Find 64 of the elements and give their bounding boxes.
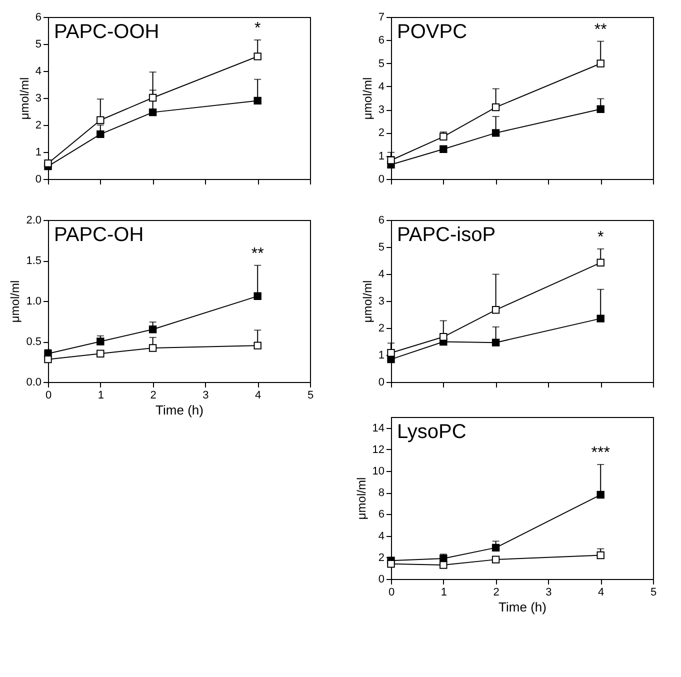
y-tick-label: 0 — [35, 174, 42, 186]
y-tick-label: 6 — [35, 12, 42, 24]
y-tick-label: 12 — [372, 444, 384, 456]
y-tick-label: 0 — [378, 376, 384, 388]
x-tick-label: 5 — [307, 390, 314, 402]
y-tick-label: 0 — [378, 574, 384, 586]
chart-title: LysoPC — [397, 421, 466, 443]
x-tick-label: 4 — [255, 390, 262, 402]
y-tick-label: 0 — [378, 174, 384, 186]
chart-title: PAPC-OH — [54, 224, 144, 246]
y-tick-label: 1 — [378, 150, 384, 162]
y-tick-label: 6 — [378, 34, 384, 47]
y-tick-label: 6 — [378, 508, 384, 521]
x-tick-label: 3 — [202, 390, 209, 402]
y-axis-title: μmol/ml — [8, 280, 22, 323]
y-tick-label: 2 — [378, 127, 384, 140]
x-tick-label: 1 — [98, 390, 104, 402]
x-tick-label: 3 — [546, 586, 552, 598]
y-tick-label: 14 — [372, 422, 384, 434]
y-axis-title: μmol/ml — [360, 280, 374, 323]
y-tick-label: 4 — [378, 80, 384, 93]
x-tick-label: 1 — [440, 586, 447, 598]
x-tick-label: 2 — [150, 390, 156, 402]
y-tick-label: 5 — [378, 58, 384, 70]
y-tick-label: 2 — [35, 120, 42, 132]
y-tick-label: 3 — [378, 296, 384, 308]
chart-title: PAPC-OOH — [54, 21, 160, 43]
y-tick-label: 10 — [372, 466, 384, 478]
x-tick-label: 5 — [650, 586, 657, 598]
x-tick-label: 0 — [45, 390, 52, 402]
y-tick-label: 1 — [378, 350, 384, 362]
x-tick-label: 2 — [493, 586, 500, 598]
y-tick-label: 2 — [378, 322, 384, 334]
annotation: * — [597, 228, 604, 246]
y-tick-label: 7 — [378, 12, 384, 24]
x-axis-title: Time (h) — [498, 600, 546, 614]
annotation: *** — [591, 444, 610, 462]
annotation: * — [254, 20, 261, 37]
y-tick-label: 5 — [378, 242, 384, 254]
chart-title: POVPC — [397, 21, 468, 43]
y-tick-label: 3 — [378, 104, 384, 116]
annotation: ** — [594, 21, 607, 38]
y-tick-label: 0.5 — [26, 336, 42, 348]
y-tick-label: 3 — [35, 92, 42, 104]
y-tick-label: 5 — [35, 38, 42, 50]
y-tick-label: 2 — [378, 552, 384, 564]
y-tick-label: 1.5 — [26, 255, 42, 267]
y-tick-label: 2.0 — [26, 214, 42, 226]
y-tick-label: 6 — [378, 214, 384, 226]
y-tick-label: 8 — [378, 487, 384, 500]
annotation: ** — [251, 245, 264, 262]
y-axis-title: μmol/ml — [354, 477, 368, 520]
x-tick-label: 4 — [598, 586, 604, 598]
y-tick-label: 4 — [378, 268, 384, 280]
y-tick-label: 1.0 — [26, 296, 42, 308]
x-axis-title: Time (h) — [156, 402, 204, 418]
y-axis-title: μmol/ml — [360, 77, 374, 120]
y-tick-label: 4 — [35, 66, 42, 78]
x-tick-label: 0 — [388, 586, 395, 598]
y-tick-label: 1 — [35, 146, 42, 158]
chart-title: PAPC-isoP — [397, 224, 496, 246]
y-tick-label: 0.0 — [26, 376, 42, 388]
y-axis-title: μmol/ml — [17, 77, 32, 120]
y-tick-label: 4 — [378, 530, 384, 542]
